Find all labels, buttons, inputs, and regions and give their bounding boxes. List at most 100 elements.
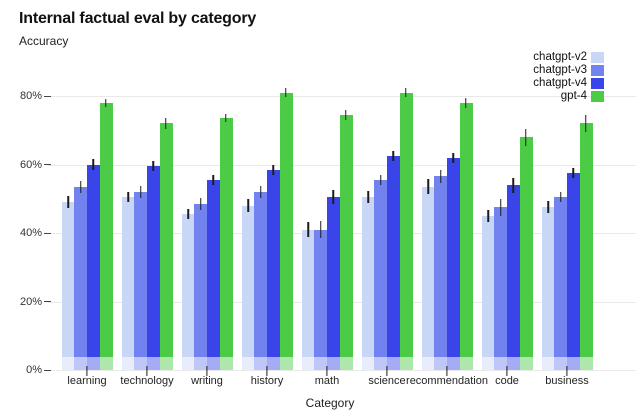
error-bar-chatgpt-v4-writing <box>212 174 215 186</box>
bar-gpt-4-code <box>519 137 533 370</box>
bar-chatgpt-v3-history <box>254 191 268 370</box>
legend-label: chatgpt-v3 <box>533 64 587 76</box>
bar-chatgpt-v2-science <box>361 197 375 370</box>
error-bar-chatgpt-v2-recommendation <box>427 179 429 195</box>
error-bar-gpt-4-math <box>345 109 347 120</box>
bar-chatgpt-v3-recommendation <box>434 176 448 370</box>
bar-chatgpt-v3-science <box>374 179 388 370</box>
bar-chatgpt-v3-writing <box>194 203 208 370</box>
bar-gpt-4-math <box>339 114 353 370</box>
bar-chatgpt-v4-technology <box>147 166 160 370</box>
bar-chatgpt-v3-business <box>554 197 568 370</box>
bar-chatgpt-v2-math <box>301 229 315 370</box>
error-bar-gpt-4-history <box>285 88 287 97</box>
bar-chatgpt-v2-writing <box>181 214 195 370</box>
bar-chatgpt-v2-history <box>241 205 255 370</box>
error-bar-gpt-4-recommendation <box>465 97 467 108</box>
error-bar-chatgpt-v4-technology <box>152 161 155 172</box>
x-tick-label-technology: technology <box>120 375 174 387</box>
y-axis-title: Accuracy <box>19 34 69 48</box>
x-tick-label-learning: learning <box>67 375 107 387</box>
y-tick-mark <box>44 95 51 97</box>
y-tick-label: 0% <box>26 364 42 376</box>
bar-gpt-4-history <box>279 92 293 370</box>
x-tick-writing <box>206 366 208 376</box>
x-tick-technology <box>146 366 148 376</box>
legend-swatch <box>591 65 604 76</box>
legend-item-gpt-4: gpt-4 <box>561 90 604 103</box>
y-tick-mark <box>44 232 51 234</box>
error-bar-chatgpt-v2-code <box>487 209 489 223</box>
legend-swatch <box>591 52 604 63</box>
bar-chatgpt-v4-recommendation <box>447 157 460 370</box>
bar-chatgpt-v4-code <box>507 185 520 370</box>
error-bar-chatgpt-v3-writing <box>199 197 202 211</box>
legend: chatgpt-v2 chatgpt-v3 chatgpt-v4 gpt-4 <box>484 51 604 103</box>
error-bar-chatgpt-v3-learning <box>79 180 82 193</box>
error-bar-gpt-4-science <box>405 88 407 97</box>
x-tick-science <box>386 366 388 376</box>
bar-gpt-4-science <box>399 92 413 370</box>
bar-chatgpt-v2-learning <box>61 202 75 370</box>
bar-chatgpt-v3-learning <box>74 186 88 370</box>
error-bar-chatgpt-v4-recommendation <box>452 152 455 163</box>
legend-item-chatgpt-v3: chatgpt-v3 <box>533 64 604 77</box>
error-bar-chatgpt-v4-history <box>272 164 275 175</box>
bar-chatgpt-v2-technology <box>121 197 135 370</box>
error-bar-chatgpt-v3-math <box>319 221 322 239</box>
legend-label: chatgpt-v4 <box>533 77 587 89</box>
bar-gpt-4-learning <box>99 102 113 370</box>
bar-chatgpt-v3-technology <box>134 191 148 370</box>
legend-swatch <box>591 91 604 102</box>
x-tick-math <box>326 366 328 376</box>
chart-title: Internal factual eval by category <box>19 10 257 27</box>
error-bar-chatgpt-v2-technology <box>127 191 129 203</box>
y-tick-mark <box>44 369 51 371</box>
legend-item-chatgpt-v4: chatgpt-v4 <box>533 77 604 90</box>
error-bar-chatgpt-v2-business <box>547 201 549 214</box>
bar-gpt-4-technology <box>159 123 173 370</box>
x-tick-label-business: business <box>545 375 589 387</box>
x-tick-label-writing: writing <box>191 375 223 387</box>
y-tick-mark <box>44 164 51 166</box>
bar-gpt-4-writing <box>219 118 233 370</box>
x-tick-label-recommendation: recommendation <box>406 375 488 387</box>
error-bar-gpt-4-code <box>525 128 527 146</box>
error-bar-chatgpt-v3-technology <box>139 185 142 199</box>
error-bar-chatgpt-v3-recommendation <box>439 170 442 183</box>
x-tick-label-science: science <box>368 375 406 387</box>
bar-gpt-4-business <box>579 123 593 370</box>
y-tick-mark <box>44 301 51 303</box>
error-bar-gpt-4-business <box>585 114 587 132</box>
error-bar-gpt-4-writing <box>225 114 227 123</box>
bar-chatgpt-v4-business <box>567 173 580 370</box>
x-tick-label-code: code <box>495 375 519 387</box>
error-bar-chatgpt-v2-writing <box>187 209 189 220</box>
bar-chatgpt-v4-learning <box>87 164 100 370</box>
error-bar-chatgpt-v4-learning <box>92 159 95 170</box>
bar-chatgpt-v2-code <box>481 215 495 370</box>
y-tick-label: 80% <box>19 90 42 102</box>
gridline-80% <box>48 96 636 97</box>
error-bar-chatgpt-v2-learning <box>67 196 69 209</box>
legend-label: chatgpt-v2 <box>533 51 587 63</box>
error-bar-chatgpt-v3-history <box>259 185 262 199</box>
y-tick-label: 20% <box>19 295 42 308</box>
error-bar-chatgpt-v4-code <box>512 177 515 193</box>
x-tick-history <box>266 366 268 376</box>
y-tick-label: 60% <box>19 158 42 171</box>
x-tick-business <box>566 366 568 376</box>
bar-chatgpt-v2-business <box>541 207 555 370</box>
legend-label: gpt-4 <box>560 90 587 102</box>
error-bar-chatgpt-v3-science <box>379 174 382 186</box>
axis-fade-band <box>48 357 636 370</box>
x-tick-learning <box>86 366 88 376</box>
x-tick-label-math: math <box>314 375 340 387</box>
error-bar-chatgpt-v3-business <box>559 191 562 203</box>
error-bar-gpt-4-technology <box>165 118 167 129</box>
bar-chatgpt-v4-math <box>327 197 340 370</box>
x-tick-recommendation <box>446 366 448 376</box>
y-tick-label: 40% <box>19 227 42 239</box>
legend-swatch <box>591 78 604 89</box>
